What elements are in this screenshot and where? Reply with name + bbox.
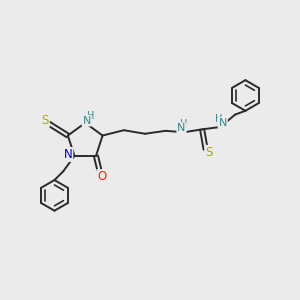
Text: N: N [82, 116, 91, 126]
Text: N: N [64, 148, 72, 161]
Text: S: S [41, 114, 49, 127]
Text: H: H [215, 114, 223, 124]
Text: S: S [206, 146, 213, 159]
Text: H: H [87, 111, 94, 122]
Text: N: N [218, 118, 227, 128]
Text: H: H [180, 119, 188, 129]
Text: O: O [97, 170, 106, 183]
Text: N: N [177, 123, 186, 133]
